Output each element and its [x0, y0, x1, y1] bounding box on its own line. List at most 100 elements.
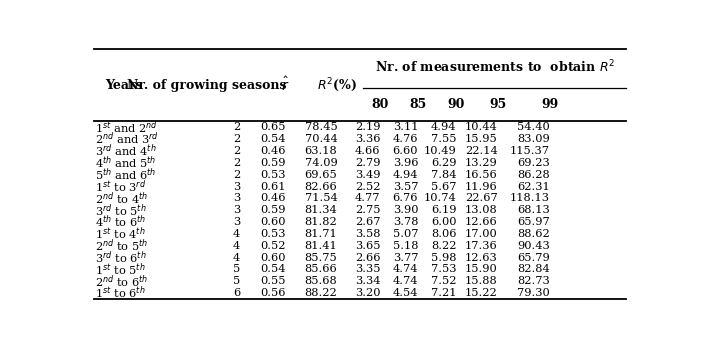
Text: 99: 99 [541, 98, 558, 111]
Text: 90.43: 90.43 [517, 241, 550, 251]
Text: 13.08: 13.08 [465, 205, 498, 215]
Text: 83.09: 83.09 [517, 134, 550, 144]
Text: 65.79: 65.79 [517, 253, 550, 263]
Text: 82.84: 82.84 [517, 264, 550, 275]
Text: 17.36: 17.36 [465, 241, 498, 251]
Text: 79.30: 79.30 [517, 288, 550, 298]
Text: 2: 2 [233, 122, 240, 132]
Text: 0.46: 0.46 [260, 193, 286, 203]
Text: 1$^{st}$ and 2$^{nd}$: 1$^{st}$ and 2$^{nd}$ [94, 119, 158, 135]
Text: 6.60: 6.60 [393, 146, 418, 156]
Text: 3.90: 3.90 [393, 205, 418, 215]
Text: 0.54: 0.54 [260, 134, 286, 144]
Text: Years: Years [105, 79, 142, 92]
Text: 17.00: 17.00 [465, 229, 498, 239]
Text: 80: 80 [372, 98, 389, 111]
Text: 3.65: 3.65 [355, 241, 381, 251]
Text: 6.76: 6.76 [393, 193, 418, 203]
Text: 85.68: 85.68 [305, 276, 337, 286]
Text: 54.40: 54.40 [517, 122, 550, 132]
Text: 3.78: 3.78 [393, 217, 418, 227]
Text: 7.21: 7.21 [431, 288, 456, 298]
Text: 88.22: 88.22 [305, 288, 337, 298]
Text: 3.96: 3.96 [393, 158, 418, 168]
Text: 69.23: 69.23 [517, 158, 550, 168]
Text: 115.37: 115.37 [510, 146, 550, 156]
Text: 88.62: 88.62 [517, 229, 550, 239]
Text: 4.74: 4.74 [393, 264, 418, 275]
Text: 63.18: 63.18 [305, 146, 337, 156]
Text: 3.49: 3.49 [355, 170, 381, 180]
Text: 6.19: 6.19 [431, 205, 456, 215]
Text: 82.73: 82.73 [517, 276, 550, 286]
Text: 6.29: 6.29 [431, 158, 456, 168]
Text: 90: 90 [448, 98, 465, 111]
Text: 1$^{st}$ to 5$^{th}$: 1$^{st}$ to 5$^{th}$ [94, 261, 145, 278]
Text: 7.52: 7.52 [431, 276, 456, 286]
Text: 3.36: 3.36 [355, 134, 381, 144]
Text: 1$^{st}$ to 6$^{th}$: 1$^{st}$ to 6$^{th}$ [94, 285, 145, 302]
Text: 0.56: 0.56 [260, 288, 286, 298]
Text: 3.57: 3.57 [393, 182, 418, 192]
Text: 6.00: 6.00 [431, 217, 456, 227]
Text: 22.67: 22.67 [465, 193, 498, 203]
Text: 2.75: 2.75 [355, 205, 381, 215]
Text: 16.56: 16.56 [465, 170, 498, 180]
Text: 2.19: 2.19 [355, 122, 381, 132]
Text: 4$^{th}$ and 5$^{th}$: 4$^{th}$ and 5$^{th}$ [94, 155, 156, 171]
Text: 2: 2 [233, 134, 240, 144]
Text: 5.67: 5.67 [431, 182, 456, 192]
Text: 3.77: 3.77 [393, 253, 418, 263]
Text: 10.49: 10.49 [424, 146, 456, 156]
Text: 15.88: 15.88 [465, 276, 498, 286]
Text: 3$^{rd}$ to 6$^{th}$: 3$^{rd}$ to 6$^{th}$ [94, 249, 147, 266]
Text: 13.29: 13.29 [465, 158, 498, 168]
Text: 78.45: 78.45 [305, 122, 337, 132]
Text: 4.54: 4.54 [393, 288, 418, 298]
Text: 3: 3 [233, 193, 240, 203]
Text: 4.74: 4.74 [393, 276, 418, 286]
Text: 0.52: 0.52 [260, 241, 286, 251]
Text: 3.35: 3.35 [355, 264, 381, 275]
Text: 2$^{nd}$ to 5$^{th}$: 2$^{nd}$ to 5$^{th}$ [94, 237, 148, 254]
Text: 3: 3 [233, 217, 240, 227]
Text: 15.22: 15.22 [465, 288, 498, 298]
Text: 81.82: 81.82 [305, 217, 337, 227]
Text: 3: 3 [233, 205, 240, 215]
Text: 85.66: 85.66 [305, 264, 337, 275]
Text: 3$^{rd}$ and 4$^{th}$: 3$^{rd}$ and 4$^{th}$ [94, 143, 157, 159]
Text: 2.67: 2.67 [355, 217, 381, 227]
Text: 2$^{nd}$ and 3$^{rd}$: 2$^{nd}$ and 3$^{rd}$ [94, 131, 159, 147]
Text: 68.13: 68.13 [517, 205, 550, 215]
Text: 0.54: 0.54 [260, 264, 286, 275]
Text: 22.14: 22.14 [465, 146, 498, 156]
Text: 74.09: 74.09 [305, 158, 337, 168]
Text: 85.75: 85.75 [305, 253, 337, 263]
Text: 71.54: 71.54 [305, 193, 337, 203]
Text: $\hat{r}$: $\hat{r}$ [281, 76, 289, 94]
Text: 0.65: 0.65 [260, 122, 286, 132]
Text: 2: 2 [233, 146, 240, 156]
Text: 0.53: 0.53 [260, 229, 286, 239]
Text: 0.60: 0.60 [260, 253, 286, 263]
Text: 81.34: 81.34 [305, 205, 337, 215]
Text: 5: 5 [233, 276, 240, 286]
Text: 3.58: 3.58 [355, 229, 381, 239]
Text: 0.55: 0.55 [260, 276, 286, 286]
Text: 8.22: 8.22 [431, 241, 456, 251]
Text: 118.13: 118.13 [510, 193, 550, 203]
Text: 7.53: 7.53 [431, 264, 456, 275]
Text: 2: 2 [233, 170, 240, 180]
Text: 7.84: 7.84 [431, 170, 456, 180]
Text: 2$^{nd}$ to 6$^{th}$: 2$^{nd}$ to 6$^{th}$ [94, 273, 148, 290]
Text: 0.60: 0.60 [260, 217, 286, 227]
Text: 10.74: 10.74 [424, 193, 456, 203]
Text: 3.11: 3.11 [393, 122, 418, 132]
Text: 4.76: 4.76 [393, 134, 418, 144]
Text: 82.66: 82.66 [305, 182, 337, 192]
Text: 5.18: 5.18 [393, 241, 418, 251]
Text: 3.20: 3.20 [355, 288, 381, 298]
Text: 15.95: 15.95 [465, 134, 498, 144]
Text: 86.28: 86.28 [517, 170, 550, 180]
Text: 65.97: 65.97 [517, 217, 550, 227]
